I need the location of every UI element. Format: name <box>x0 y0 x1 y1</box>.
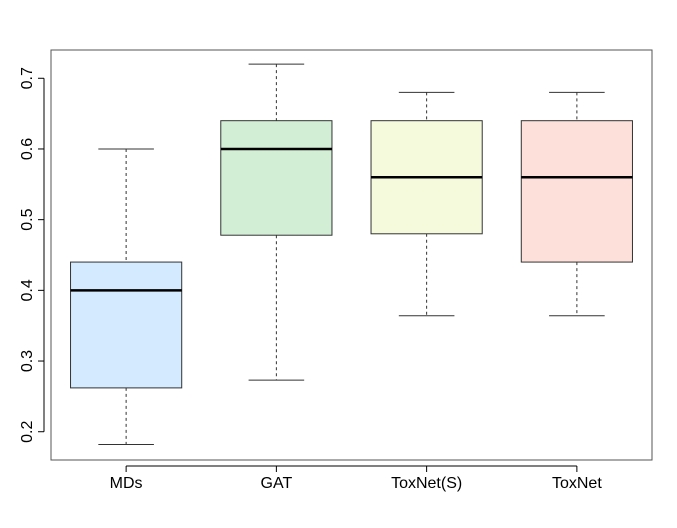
x-tick-label: GAT <box>261 475 293 492</box>
iqr-box <box>220 120 333 236</box>
box-3 <box>520 91 633 317</box>
x-tick-label: ToxNet <box>552 475 602 492</box>
y-axis-ticks: 0.2 0.3 0.4 0.5 0.6 0.7 <box>19 67 44 443</box>
x-tick-label: MDs <box>110 475 143 492</box>
x-axis-ticks: MDs GAT ToxNet(S) ToxNet <box>110 466 602 492</box>
y-tick-label: 0.3 <box>19 350 36 372</box>
y-tick-label: 0.7 <box>19 67 36 89</box>
iqr-box <box>70 261 183 389</box>
y-tick-label: 0.2 <box>19 421 36 443</box>
box-2 <box>370 91 483 317</box>
box-0 <box>70 148 183 445</box>
boxplot-series <box>70 63 633 445</box>
x-tick-label: ToxNet(S) <box>391 475 462 492</box>
iqr-box <box>520 120 633 263</box>
y-tick-label: 0.6 <box>19 138 36 160</box>
plot-frame <box>50 49 653 461</box>
y-tick-label: 0.4 <box>19 279 36 301</box>
y-tick-label: 0.5 <box>19 208 36 230</box>
box-1 <box>220 63 333 381</box>
